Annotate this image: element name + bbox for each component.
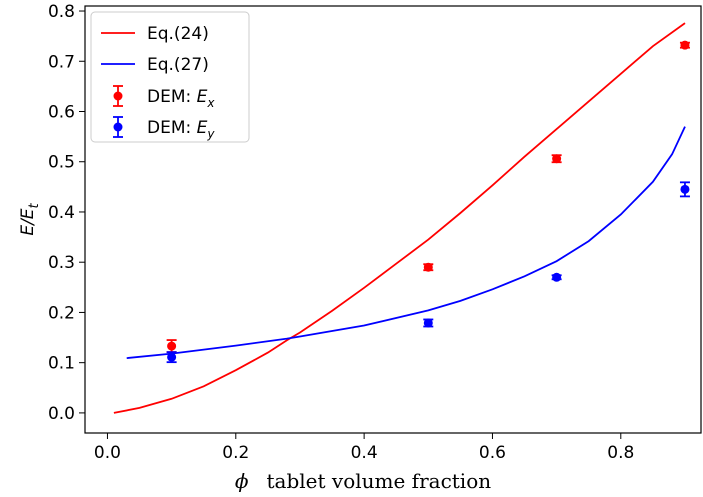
plot-frame (84, 5, 702, 434)
legend-label-sub: x (206, 96, 215, 110)
legend-marker-3 (113, 122, 123, 132)
y-tick-label: 0.8 (48, 2, 75, 22)
x-tick-label: 0.0 (94, 443, 121, 463)
y-axis-label-main: E/E (18, 208, 38, 235)
y-tick-label: 0.5 (48, 153, 75, 173)
legend-label-2: DEM: Ex (147, 87, 215, 110)
y-tick-label: 0.3 (48, 253, 75, 273)
x-tick-label: 0.2 (222, 443, 249, 463)
legend-label-3: DEM: Ey (147, 118, 215, 141)
x-axis-text: tablet volume fraction (267, 469, 492, 493)
legend-box (90, 11, 250, 143)
data-point (552, 272, 562, 282)
y-tick-label: 0.6 (48, 102, 75, 122)
y-tick-label: 0.2 (48, 303, 75, 323)
y-tick-label: 0.4 (48, 203, 75, 223)
legend-label-0: Eq.(24) (147, 24, 209, 44)
data-point (167, 341, 177, 351)
legend-marker-2 (113, 91, 123, 101)
data-point (167, 352, 177, 362)
x-tick-label: 0.8 (607, 443, 634, 463)
legend-label-prefix: DEM: (147, 87, 197, 107)
series-line-0 (113, 22, 686, 414)
series-line-1 (126, 126, 686, 359)
y-axis-label: E/Et (18, 202, 42, 235)
y-tick-label: 0.7 (48, 52, 75, 72)
x-axis-symbol: ϕ (235, 469, 249, 493)
x-tick-label: 0.6 (479, 443, 506, 463)
legend-label-sub: y (206, 127, 215, 141)
x-tick-label: 0.4 (351, 443, 378, 463)
y-axis-label-sub: t (27, 202, 42, 208)
plot-curves (113, 22, 686, 414)
legend-label-1: Eq.(27) (147, 55, 209, 75)
x-axis-label: ϕ tablet volume fraction (235, 469, 491, 493)
data-point (680, 184, 690, 194)
data-point (423, 262, 433, 272)
data-point (423, 318, 433, 328)
axis-ticks: 0.0 0.2 0.4 0.6 0.8 0.0 0.1 0.2 0.3 0.4 0.5 0.6 0.7 0… (48, 2, 634, 463)
y-tick-label: 0.1 (48, 354, 75, 374)
y-tick-label: 0.0 (48, 404, 75, 424)
legend-label-var: E (197, 87, 208, 107)
legend-label-prefix: DEM: (147, 118, 197, 138)
data-point (680, 40, 690, 50)
legend-label-var: E (197, 118, 208, 138)
plot-markers (166, 40, 690, 364)
data-point (552, 154, 562, 164)
